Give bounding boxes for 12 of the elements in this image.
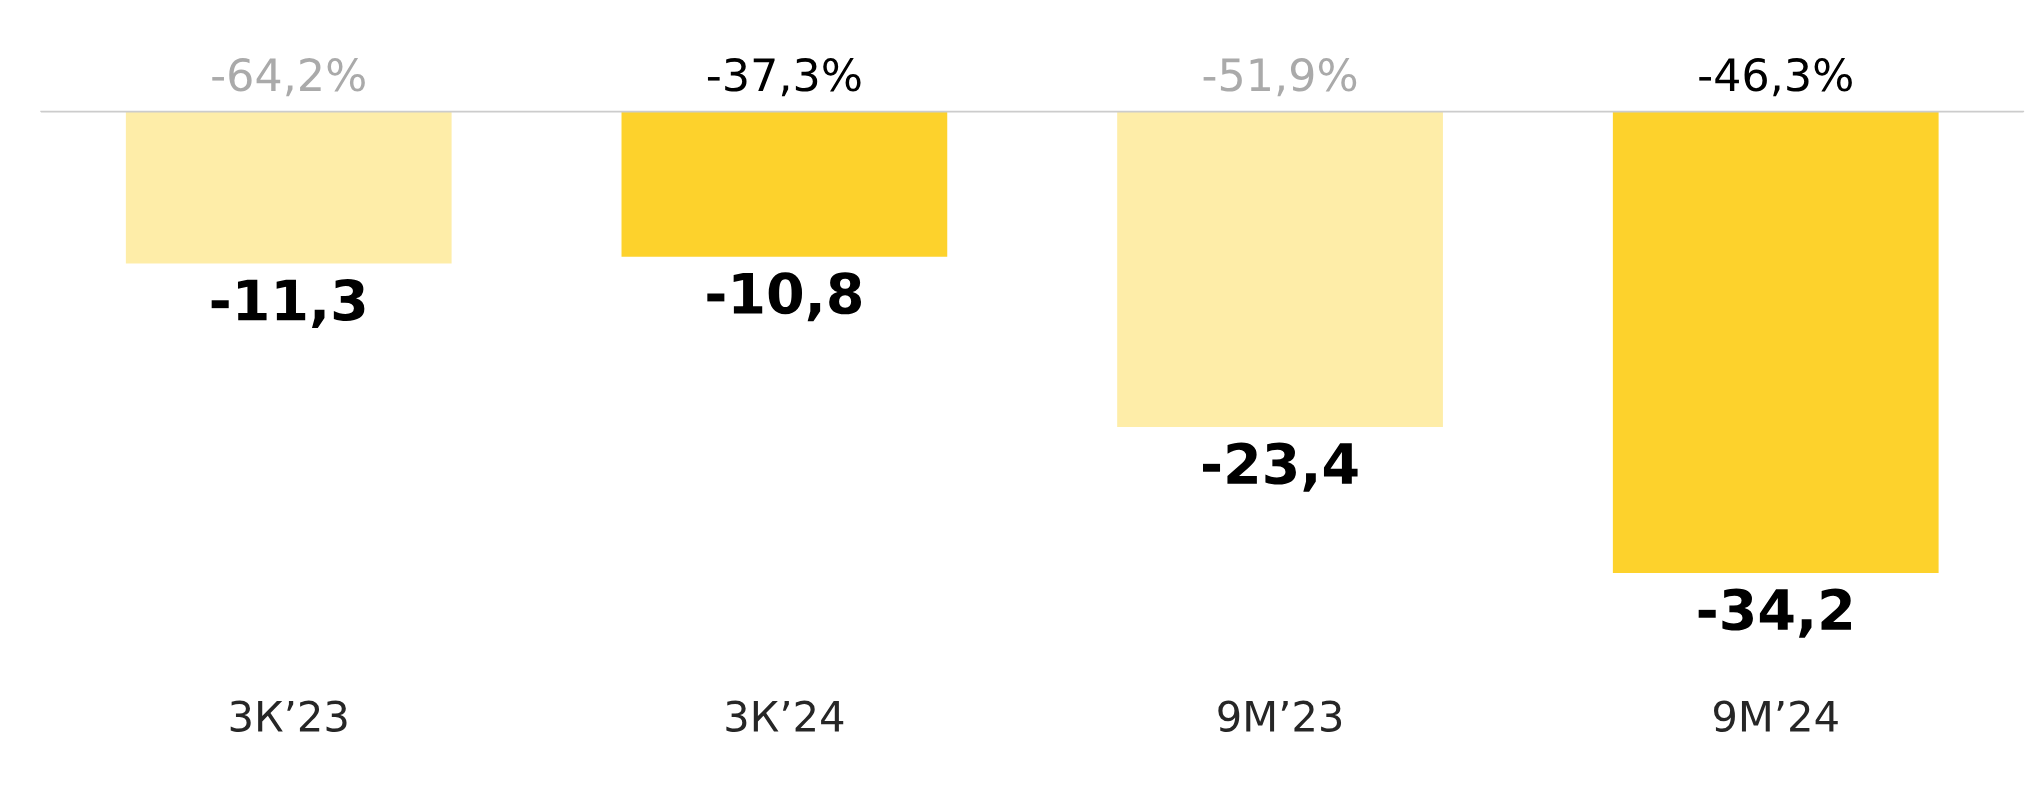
data-label: -34,2 xyxy=(1698,588,1851,638)
data-label: -10,8 xyxy=(707,272,862,322)
x-tick-label: 9М’24 xyxy=(1713,700,1838,733)
data-label: -23,4 xyxy=(1203,442,1358,492)
x-tick-label: 3К’23 xyxy=(230,700,347,733)
annotation: -51,9% xyxy=(1203,58,1357,97)
data-label: -11,3 xyxy=(211,278,365,329)
x-tick-label: 3К’24 xyxy=(726,700,844,733)
x-tick-label: 9М’23 xyxy=(1218,700,1342,733)
annotation: -46,3% xyxy=(1699,58,1852,97)
annotation: -37,3% xyxy=(707,58,861,97)
annotation: -64,2% xyxy=(212,58,365,97)
